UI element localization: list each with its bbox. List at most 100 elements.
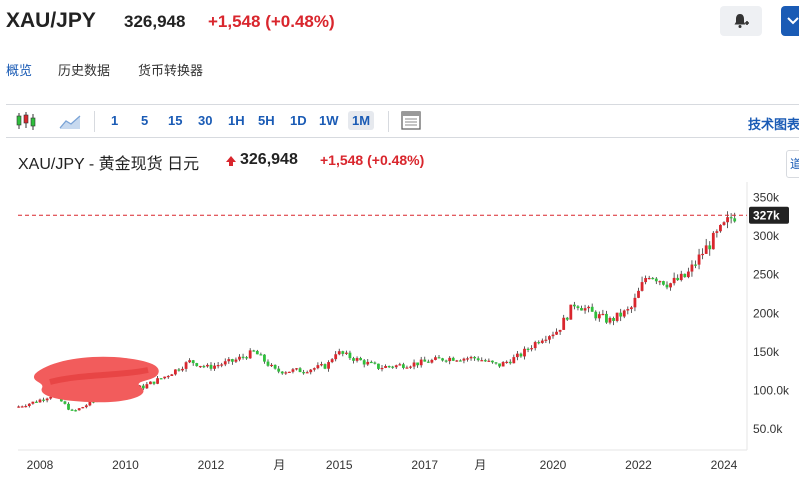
- candle-up: [184, 362, 188, 369]
- candle-up: [334, 354, 338, 360]
- nav-converter-link[interactable]: 货币转换器: [138, 63, 204, 78]
- price-chart[interactable]: 350k 300k 250k 200k 150k 100.0k 50.0k 2008 2010…: [0, 182, 799, 491]
- candle-down: [605, 313, 608, 323]
- candle-down: [202, 365, 206, 368]
- dropdown-button[interactable]: [781, 6, 799, 36]
- candle-down: [141, 385, 145, 389]
- candle-down: [369, 361, 373, 364]
- candle-up: [601, 313, 605, 316]
- candle-up: [223, 361, 227, 365]
- candle-down: [152, 381, 156, 384]
- candle-up: [220, 364, 224, 366]
- timeframe-5[interactable]: 5: [141, 113, 149, 128]
- candle-down: [576, 306, 580, 309]
- candle-down: [348, 352, 352, 359]
- candle-down: [619, 312, 623, 317]
- candle-down: [373, 362, 377, 364]
- candle-down: [590, 306, 594, 312]
- candle-up: [366, 361, 370, 365]
- candle-up: [27, 403, 31, 406]
- technical-chart-link[interactable]: 技术图表: [748, 117, 799, 132]
- candle-up: [412, 362, 416, 367]
- x-tick-label: 2022: [625, 458, 652, 472]
- candle-down: [42, 399, 45, 401]
- y-tick-label: 50.0k: [753, 422, 783, 436]
- x-tick-label: 2024: [711, 458, 738, 472]
- candle-up: [448, 357, 452, 362]
- candle-up: [505, 361, 509, 364]
- candle-up: [287, 371, 291, 373]
- timeframe-15[interactable]: 15: [168, 113, 183, 128]
- candle-up: [38, 399, 42, 403]
- candle-up: [515, 353, 519, 358]
- candle-up: [608, 318, 612, 323]
- candle-up: [405, 367, 409, 369]
- candle-up: [316, 365, 320, 369]
- chart-title: XAU/JPY - 黄金现货 日元: [18, 156, 200, 173]
- candle-up: [569, 304, 573, 320]
- candle-up: [394, 365, 398, 368]
- candle-up: [238, 356, 241, 360]
- candle-up: [81, 407, 85, 409]
- candle-down: [209, 364, 213, 369]
- candle-up: [49, 396, 53, 399]
- candle-down: [74, 410, 78, 412]
- candle-up: [533, 342, 537, 349]
- timeframe-1[interactable]: 1: [111, 113, 119, 128]
- candle-up: [170, 374, 174, 376]
- price-tag-background: [749, 206, 789, 224]
- candle-up: [669, 283, 672, 288]
- timeframe-1w[interactable]: 1W: [319, 113, 339, 128]
- candle-down: [423, 359, 427, 362]
- candle-down: [651, 277, 655, 280]
- candle-up: [327, 362, 330, 369]
- candle-down: [280, 371, 284, 374]
- candle-up: [544, 339, 548, 341]
- candle-down: [362, 360, 366, 365]
- add-alert-button[interactable]: [720, 6, 762, 36]
- candle-up: [711, 232, 715, 250]
- candle-up: [384, 366, 387, 368]
- candle-up: [77, 408, 81, 411]
- candle-up: [523, 348, 526, 357]
- x-tick-label: 2012: [198, 458, 225, 472]
- timeframe-30[interactable]: 30: [198, 113, 213, 128]
- timeframe-1h[interactable]: 1H: [228, 113, 245, 128]
- y-tick-label: 150k: [753, 345, 780, 359]
- timeframe-5h[interactable]: 5H: [258, 113, 275, 128]
- candle-up: [380, 367, 384, 370]
- timeframe-1d[interactable]: 1D: [290, 113, 307, 128]
- candle-down: [519, 353, 523, 357]
- candle-down: [35, 401, 38, 403]
- candle-down: [451, 357, 455, 361]
- candle-down: [391, 366, 395, 368]
- candle-down: [565, 317, 569, 320]
- candle-up: [719, 224, 722, 232]
- candle-down: [241, 356, 245, 358]
- candle-up: [234, 359, 238, 362]
- y-tick-label: 100.0k: [753, 384, 790, 398]
- candle-up: [455, 360, 459, 362]
- candle-up: [704, 245, 708, 254]
- side-panel-tab[interactable]: 道: [786, 150, 799, 178]
- candle-up: [530, 348, 534, 350]
- quote-header: XAU/JPY 326,948 +1,548 (+0.48%): [0, 0, 799, 46]
- candle-up: [686, 271, 690, 278]
- y-tick-label: 250k: [753, 268, 780, 282]
- nav-overview-link[interactable]: 概览: [6, 63, 33, 78]
- candlestick-icon[interactable]: [14, 110, 38, 132]
- nav-history-link[interactable]: 历史数据: [58, 63, 111, 78]
- candle-up: [312, 368, 316, 370]
- candle-down: [594, 311, 598, 319]
- calendar-icon[interactable]: [400, 110, 424, 132]
- candle-down: [662, 281, 665, 285]
- candle-down: [323, 364, 327, 369]
- area-chart-icon[interactable]: [58, 110, 82, 132]
- candle-up: [480, 360, 484, 362]
- candle-down: [177, 369, 181, 371]
- candle-down: [426, 361, 430, 363]
- candle-down: [441, 358, 444, 361]
- x-axis: 2008 2010 2012 月 2015 2017 月 2020 2022 2024: [27, 458, 738, 472]
- timeframe-1m[interactable]: 1M: [348, 111, 375, 130]
- candle-up: [512, 357, 516, 364]
